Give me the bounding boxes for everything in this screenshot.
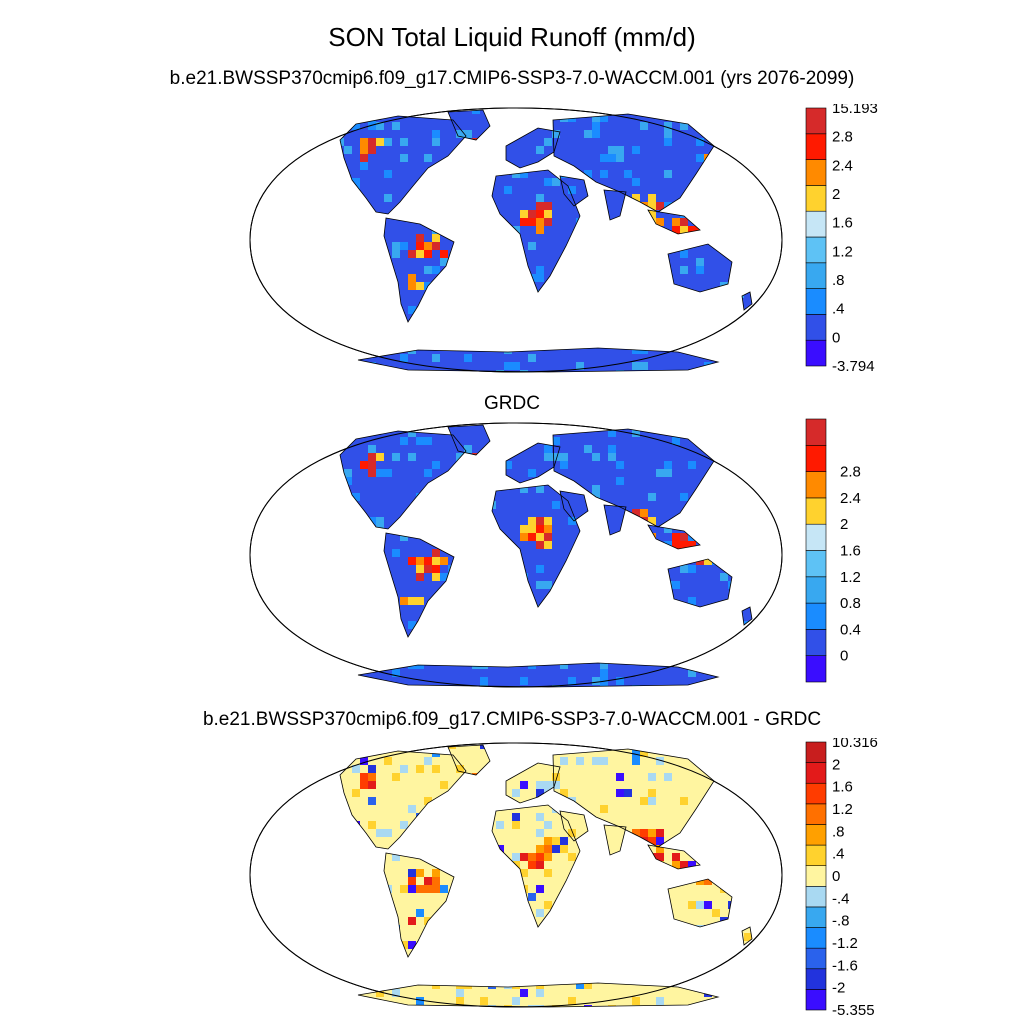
colorbar-tick-label: -5.355 xyxy=(832,1002,875,1018)
colorbar-tick-label: 1.6 xyxy=(832,215,853,232)
colorbar-tick-label: 1.2 xyxy=(832,243,853,260)
colorbar-swatch xyxy=(805,133,827,160)
colorbar-swatch xyxy=(805,236,827,264)
colorbar-swatch xyxy=(805,906,827,928)
colorbar-tick-label: 15.193 xyxy=(832,104,878,117)
colorbar-swatch xyxy=(805,262,827,289)
colorbar-diff: -5.355 -2 -1.6 -1.2 -.8 -.4 0 .4 .8 1.2 1.6 2 10.316 xyxy=(805,738,878,1018)
colorbar-tick-label: 0 xyxy=(832,868,840,885)
colorbar-swatch xyxy=(805,339,827,367)
colorbar-model: -3.794 0 .4 .8 1.2 1.6 2 2.4 2.8 15.193 xyxy=(805,104,878,374)
colorbar-tick-label: 2 xyxy=(832,756,840,773)
colorbar-tick-label: 1.6 xyxy=(832,779,853,796)
colorbar-tick-label: -.8 xyxy=(832,913,850,930)
colorbar-tick-label: -2 xyxy=(832,980,845,997)
colorbar-tick-label: .4 xyxy=(832,301,845,318)
colorbar-tick-label: 2.4 xyxy=(840,490,861,507)
colorbar-tick-label: -1.2 xyxy=(832,935,858,952)
colorbar-swatch xyxy=(805,886,827,908)
map-obs xyxy=(249,422,783,688)
colorbar-swatch xyxy=(805,210,827,238)
colorbar-swatch xyxy=(805,159,827,186)
colorbar-swatch xyxy=(805,844,827,866)
colorbar-tick-label: 0 xyxy=(840,648,848,665)
map-model xyxy=(249,107,783,373)
colorbar-swatch xyxy=(805,865,827,887)
colorbar-swatch xyxy=(805,444,827,472)
colorbar-tick-label: .8 xyxy=(832,272,845,289)
colorbar-swatch xyxy=(805,471,827,499)
panel-title-diff: b.e21.BWSSP370cmip6.f09_g17.CMIP6-SSP3-7… xyxy=(202,709,822,730)
colorbar-tick-label: 2.8 xyxy=(840,464,861,481)
colorbar-swatch xyxy=(805,576,827,604)
colorbar-swatch xyxy=(805,741,827,763)
colorbar-swatch xyxy=(805,629,827,656)
panel-title-model: b.e21.BWSSP370cmip6.f09_g17.CMIP6-SSP3-7… xyxy=(169,68,855,89)
colorbar-swatch xyxy=(805,989,827,1011)
colorbar-tick-label: .8 xyxy=(832,823,845,840)
colorbar-tick-label: 2.4 xyxy=(832,157,853,174)
map-diff xyxy=(249,742,783,1008)
colorbar-swatch xyxy=(805,927,827,949)
colorbar-swatch xyxy=(805,185,827,212)
colorbar-tick-label: 0 xyxy=(832,329,840,346)
colorbar-tick-label: 10.316 xyxy=(832,738,878,751)
colorbar-tick-label: 1.2 xyxy=(840,569,861,586)
colorbar-swatch xyxy=(805,314,827,341)
colorbar-swatch xyxy=(805,968,827,990)
colorbar-swatch xyxy=(805,523,827,551)
colorbar-swatch xyxy=(805,655,827,683)
colorbar-swatch xyxy=(805,947,827,970)
colorbar-tick-label: 2 xyxy=(840,516,848,533)
colorbar-tick-label: .4 xyxy=(832,846,845,863)
colorbar-tick-label: -.4 xyxy=(832,890,850,907)
colorbar-tick-label: 0.8 xyxy=(840,595,861,612)
colorbar-swatch xyxy=(805,782,827,805)
colorbar-tick-label: 1.2 xyxy=(832,801,853,818)
panel-title-obs: GRDC xyxy=(484,393,540,414)
colorbar-obs: 0 0.4 0.8 1.2 1.6 2 2.4 2.8 xyxy=(805,418,861,683)
colorbar-swatch xyxy=(805,602,827,630)
colorbar-swatch xyxy=(805,288,827,315)
colorbar-tick-label: 2.8 xyxy=(832,129,853,146)
colorbar-swatch xyxy=(805,803,827,825)
colorbar-swatch xyxy=(805,762,827,784)
colorbar-tick-label: 2 xyxy=(832,186,840,203)
colorbar-swatch xyxy=(805,418,827,446)
page-title: SON Total Liquid Runoff (mm/d) xyxy=(328,22,696,52)
colorbar-tick-label: 1.6 xyxy=(840,543,861,560)
colorbar-swatch xyxy=(805,550,827,578)
colorbar-swatch xyxy=(805,497,827,525)
colorbar-tick-label: -1.6 xyxy=(832,957,858,974)
colorbar-swatch xyxy=(805,824,827,846)
colorbar-swatch xyxy=(805,107,827,135)
colorbar-tick-label: 0.4 xyxy=(840,621,861,638)
colorbar-tick-label: -3.794 xyxy=(832,358,875,374)
